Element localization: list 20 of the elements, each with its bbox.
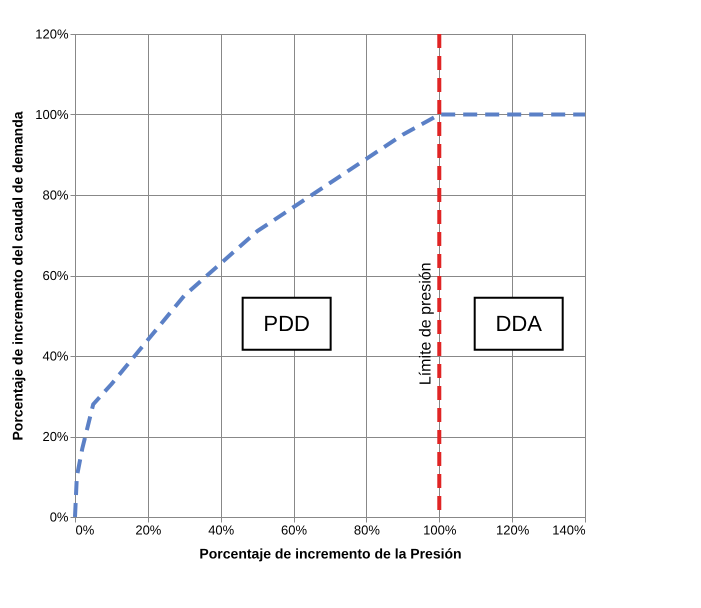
x-tick-label: 140%	[552, 522, 586, 538]
x-tick-label: 100%	[423, 522, 457, 538]
x-tick-label: 20%	[135, 522, 162, 538]
annotation: PDD	[263, 310, 310, 336]
y-tick-label: 100%	[35, 107, 69, 122]
y-tick-label: 20%	[42, 429, 69, 444]
x-tick-label: 60%	[281, 522, 308, 538]
x-tick-label: 0%	[76, 522, 95, 538]
y-tick-label: 60%	[42, 268, 69, 283]
y-tick-label: 80%	[42, 188, 69, 202]
x-tick-label: 40%	[208, 522, 235, 538]
x-axis-title: Porcentaje de incremento de la Presión	[199, 546, 462, 562]
x-tick-label: 120%	[496, 522, 530, 538]
y-tick-label: 120%	[35, 26, 69, 42]
y-tick-label: 0%	[50, 510, 69, 524]
ref-line-label: Límite de presión	[417, 262, 434, 386]
y-axis-title: Porcentaje de incremento del caudal de demanda	[9, 111, 26, 441]
annotation: DDA	[495, 310, 542, 336]
y-tick-label: 40%	[42, 348, 69, 364]
x-tick-label: 80%	[354, 522, 380, 538]
